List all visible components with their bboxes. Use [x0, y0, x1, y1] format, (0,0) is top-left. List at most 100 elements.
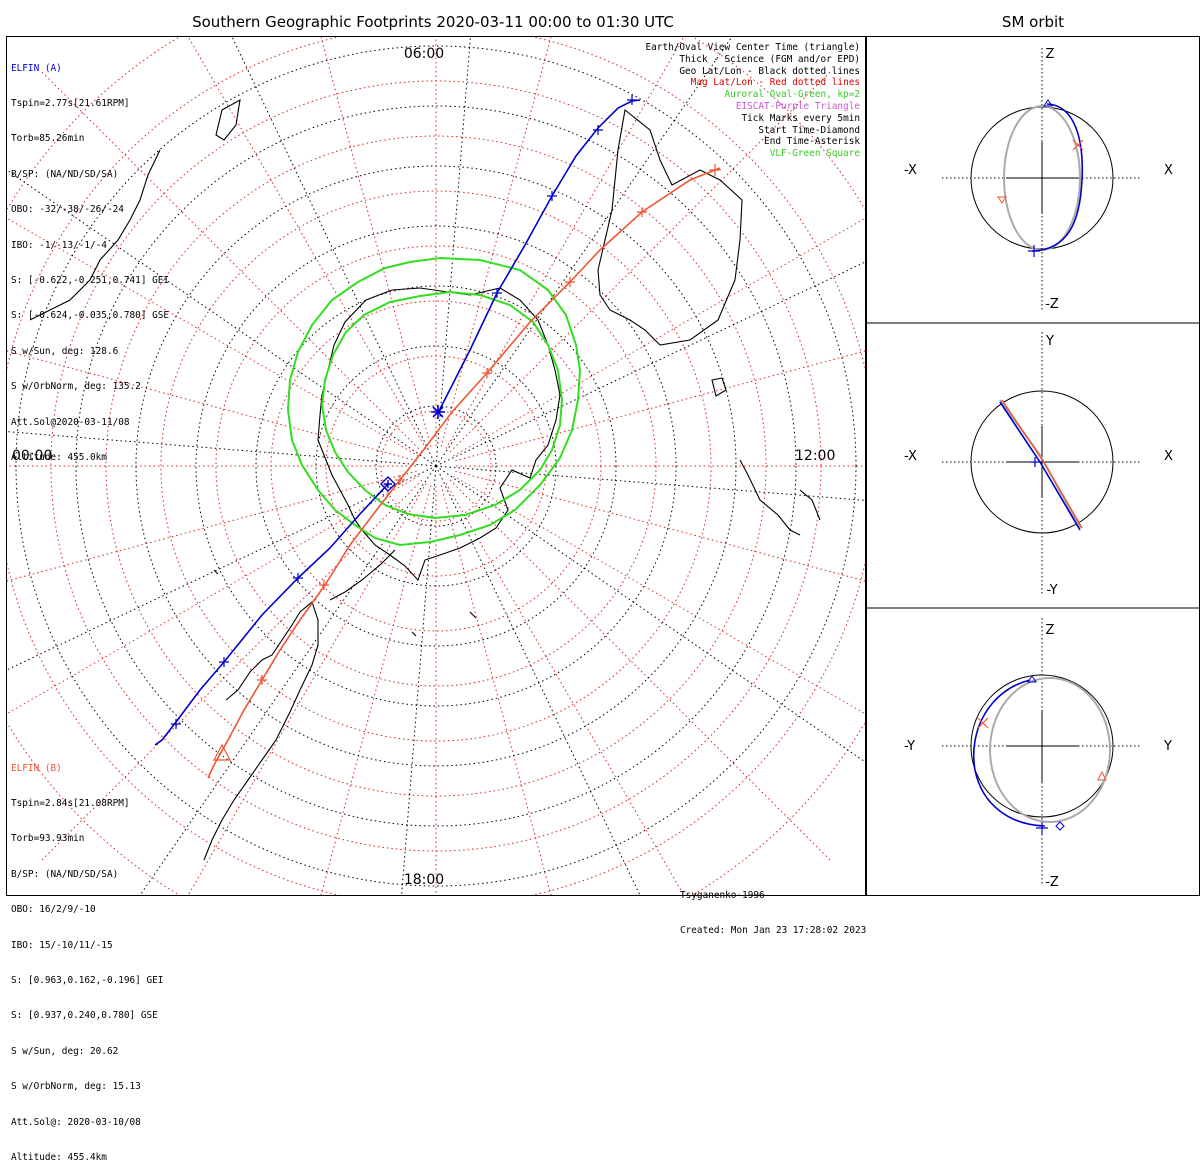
sm-panel-1-right: X: [1164, 163, 1173, 178]
tick-mark: [219, 657, 229, 667]
mag-lon-line: [453, 217, 865, 457]
tick-mark: [171, 719, 181, 729]
coastlines: [29, 98, 821, 861]
mag-lon-line: [7, 475, 419, 715]
new-zealand-coast: [739, 459, 821, 536]
mag-lon-line: [455, 350, 865, 462]
mag-lon-line: [453, 475, 865, 715]
tick-mark: [627, 95, 637, 105]
auroral-oval-outer: [286, 256, 582, 547]
elfin-a-line: Altitude: 455.0km: [11, 451, 107, 463]
antarctic-peninsula: [329, 549, 396, 601]
polar-footprint-map: 06:00 00:00 12:00 18:00 Z -Z -X X Y -Y -…: [7, 37, 1200, 895]
australia-coast: [597, 108, 743, 346]
sm-panel-2-left: -X: [904, 449, 917, 464]
geo-lat-circle: [195, 225, 677, 707]
elfin-a-footprint: [154, 99, 641, 746]
mag-lat-circle: [215, 245, 657, 687]
tick-mark: [319, 580, 329, 590]
sm-panel-2-top: Y: [1045, 334, 1054, 349]
legend-item: Start Time-Diamond: [758, 124, 860, 136]
sm-orbit-panel-xy: [866, 332, 1200, 609]
elfin-a-line: S: [-0.622,-0.251,0.741] GEI: [11, 274, 170, 286]
mag-lon-line: [7, 470, 417, 582]
mag-lat-circle: [160, 190, 712, 742]
sm-panel-3-left: -Y: [904, 739, 915, 754]
geo-lon-line: [401, 465, 437, 895]
tick-mark: [547, 191, 557, 201]
elfin-b-line: S w/OrbNorm, deg: 15.13: [11, 1081, 141, 1093]
elfin-b-line: IBO: 15/-10/11/-15: [11, 939, 113, 951]
mag-lon-line: [39, 69, 423, 453]
elfin-a-start-diamond: [380, 476, 396, 492]
south-america-coast: [203, 601, 319, 861]
tick-mark: [482, 368, 492, 378]
mag-lon-line: [445, 483, 685, 895]
elfin-b-line: OBO: 16/2/9/-10: [11, 904, 96, 916]
geo-lon-line: [7, 465, 437, 671]
elfin-b-tick-marks: [257, 164, 721, 685]
elfin-b-line: Tspin=2.84s[21.08RPM]: [11, 797, 130, 809]
mag-lon-line: [187, 483, 427, 895]
mag-lon-line: [449, 69, 833, 453]
elfin-a-line: Att.Sol@2020-03-11/08: [11, 416, 130, 428]
sm-orbit-panel-xz: [866, 48, 1200, 324]
geo-lon-line: [435, 261, 865, 467]
elfin-a-name: ELFIN (A): [11, 62, 62, 74]
africa-coast: [29, 149, 161, 321]
footer-info: Tsyganenko-1996 Created: Mon Jan 23 17:2…: [680, 866, 866, 949]
geo-lon-line: [435, 37, 471, 467]
elfin-a-line: IBO: -1/-13/-1/-4: [11, 239, 107, 251]
elfin-b-line: Torb=93.93min: [11, 833, 85, 845]
elfin-a-line: S: [-0.624,-0.035,0.780] GSE: [11, 310, 170, 322]
mag-lon-line: [455, 470, 865, 582]
mag-lon-line: [187, 37, 427, 449]
mag-lon-line: [320, 485, 432, 895]
tick-mark: [293, 573, 303, 583]
mag-lon-line: [445, 37, 685, 449]
created-label: Created: Mon Jan 23 17:28:02 2023: [680, 924, 867, 936]
elfin-a-line: S w/Sun, deg: 128.6: [11, 345, 119, 357]
geo-lon-line: [231, 37, 437, 467]
time-label-right: 12:00: [795, 448, 835, 464]
elfin-b-name: ELFIN (B): [11, 762, 62, 774]
elfin-a-line: Torb=85.26min: [11, 133, 85, 145]
legend-item: Tick Marks every 5min: [741, 112, 860, 124]
geo-lon-line: [435, 37, 733, 467]
elfin-a-line: OBO: -32/-38/-26/-24: [11, 204, 124, 216]
time-label-left: 00:00: [12, 448, 52, 464]
geo-lon-line: [435, 465, 865, 501]
time-label-top: 06:00: [404, 46, 444, 62]
geo-lat-circle: [375, 405, 497, 527]
tick-mark: [593, 125, 603, 135]
elfin-a-tick-marks: [171, 95, 637, 729]
elfin-a-end-asterisk: [431, 405, 445, 419]
geo-lon-line: [7, 431, 437, 467]
geo-lon-line: [435, 465, 865, 763]
legend-item: Mag Lat/Lon - Red dotted lines: [690, 77, 860, 89]
elfin-a-info: ELFIN (A) Tspin=2.77s[21.61RPM] Torb=85.…: [11, 39, 169, 475]
geo-lat-circle: [15, 45, 857, 887]
legend-item: Geo Lat/Lon - Black dotted lines: [679, 65, 860, 77]
map-frame: [6, 36, 866, 896]
elfin-a-line: Tspin=2.77s[21.61RPM]: [11, 97, 130, 109]
tick-mark: [492, 288, 502, 298]
tick-mark: [565, 277, 575, 287]
auroral-oval-inner: [320, 290, 564, 520]
mag-lat-lon-grid: [7, 37, 865, 895]
tasmania-coast: [711, 377, 727, 397]
elfin-b-line: Altitude: 455.4km: [11, 1151, 107, 1163]
legend: Earth/Oval View Center Time (triangle) T…: [646, 42, 860, 160]
legend-item: Thick - Science (FGM and/or EPD): [679, 53, 860, 65]
tick-mark: [395, 475, 405, 485]
geo-lat-circle: [135, 165, 737, 767]
geo-lat-lon-grid: [7, 37, 865, 895]
elfin-a-track-south: [154, 483, 389, 746]
mag-lon-line: [39, 479, 423, 863]
time-label-bottom: 18:00: [404, 872, 444, 888]
legend-item: Earth/Oval View Center Time (triangle): [645, 42, 860, 53]
mag-lon-line: [320, 37, 432, 447]
sm-orbit-title: SM orbit: [1001, 13, 1065, 31]
geo-lon-line: [139, 465, 437, 895]
legend-item: End Time-Asterisk: [764, 136, 860, 148]
